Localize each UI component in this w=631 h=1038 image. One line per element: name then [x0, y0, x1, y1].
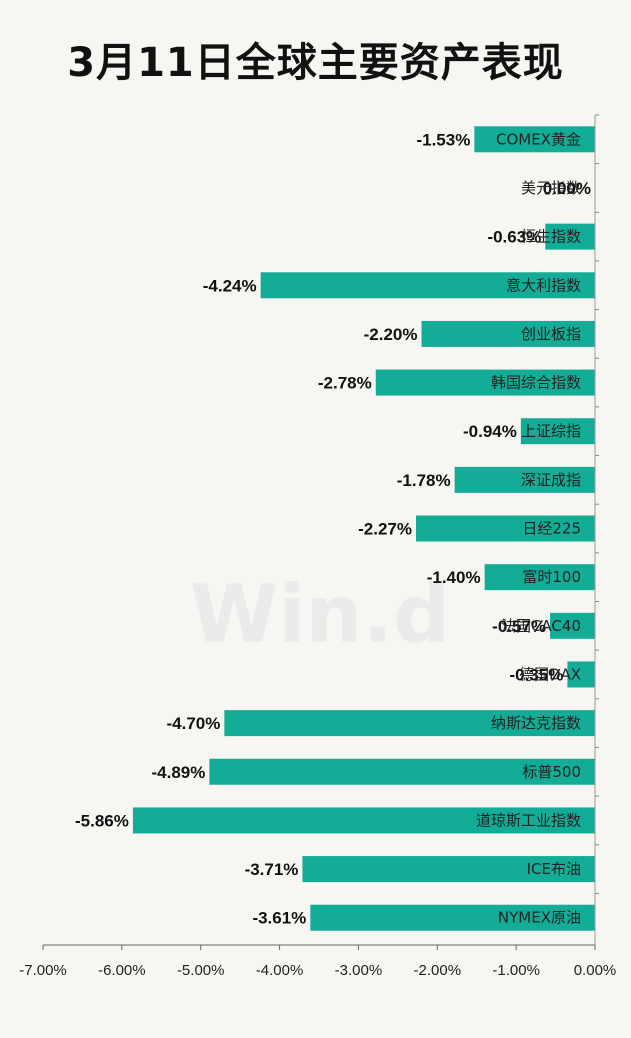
- watermark-logo: Win.d: [190, 568, 451, 661]
- value-label-16: -3.61%: [252, 909, 306, 928]
- bar-11: [567, 661, 595, 688]
- x-tick-label-1: -6.00%: [98, 962, 146, 979]
- category-label-9: 富时100: [522, 568, 581, 586]
- x-tick-label-7: 0.00%: [574, 962, 617, 979]
- x-tick-label-6: -1.00%: [492, 962, 540, 979]
- bar-0: [474, 126, 595, 153]
- category-label-2: 恒生指数: [521, 228, 581, 246]
- value-label-9: -1.40%: [427, 568, 481, 587]
- value-label-12: -4.70%: [166, 714, 220, 733]
- x-tick-label-2: -5.00%: [177, 962, 225, 979]
- bar-14: [132, 807, 595, 834]
- category-label-14: 道琼斯工业指数: [476, 811, 581, 829]
- bar-15: [302, 856, 595, 883]
- value-label-11: -0.35%: [510, 665, 564, 684]
- chart-title: 3月11日全球主要资产表现: [67, 40, 564, 86]
- category-label-5: 韩国综合指数: [491, 374, 581, 392]
- value-label-2: -0.63%: [487, 228, 541, 247]
- bar-5: [375, 369, 595, 396]
- x-tick-label-4: -3.00%: [335, 962, 383, 979]
- bar-2: [545, 223, 595, 250]
- bar-3: [260, 272, 595, 299]
- category-label-8: 日经225: [522, 520, 581, 538]
- category-label-7: 深证成指: [521, 471, 581, 489]
- bar-8: [415, 515, 595, 542]
- category-label-10: 法国CAC40: [501, 617, 581, 635]
- category-label-4: 创业板指: [521, 325, 581, 343]
- category-label-16: NYMEX原油: [498, 909, 581, 927]
- category-label-1: 美元指数: [521, 179, 581, 197]
- value-label-3: -4.24%: [203, 276, 257, 295]
- value-label-15: -3.71%: [245, 860, 299, 879]
- value-label-14: -5.86%: [75, 811, 129, 830]
- x-tick-label-5: -2.00%: [414, 962, 462, 979]
- category-label-3: 意大利指数: [506, 276, 581, 294]
- category-label-15: ICE布油: [527, 860, 581, 878]
- value-label-7: -1.78%: [397, 471, 451, 490]
- category-label-11: 德国DAX: [519, 665, 581, 683]
- category-label-0: COMEX黄金: [496, 130, 581, 148]
- bar-10: [550, 612, 595, 639]
- value-label-5: -2.78%: [318, 374, 372, 393]
- category-label-13: 标普500: [522, 763, 581, 781]
- bar-9: [484, 564, 595, 591]
- x-tick-label-0: -7.00%: [19, 962, 67, 979]
- value-label-0: -1.53%: [416, 130, 470, 149]
- value-label-10: -0.57%: [492, 617, 546, 636]
- value-label-8: -2.27%: [358, 520, 412, 539]
- bar-4: [421, 320, 595, 347]
- value-label-4: -2.20%: [364, 325, 418, 344]
- bar-13: [209, 758, 596, 785]
- bar-16: [310, 904, 595, 931]
- category-label-12: 纳斯达克指数: [491, 714, 581, 732]
- x-tick-label-3: -4.00%: [256, 962, 304, 979]
- value-label-6: -0.94%: [463, 422, 517, 441]
- category-label-6: 上证综指: [521, 422, 581, 440]
- bar-12: [224, 710, 595, 737]
- value-label-1: 0.00%: [543, 179, 591, 198]
- value-label-13: -4.89%: [152, 763, 206, 782]
- bar-7: [454, 466, 595, 493]
- bar-6: [520, 418, 595, 445]
